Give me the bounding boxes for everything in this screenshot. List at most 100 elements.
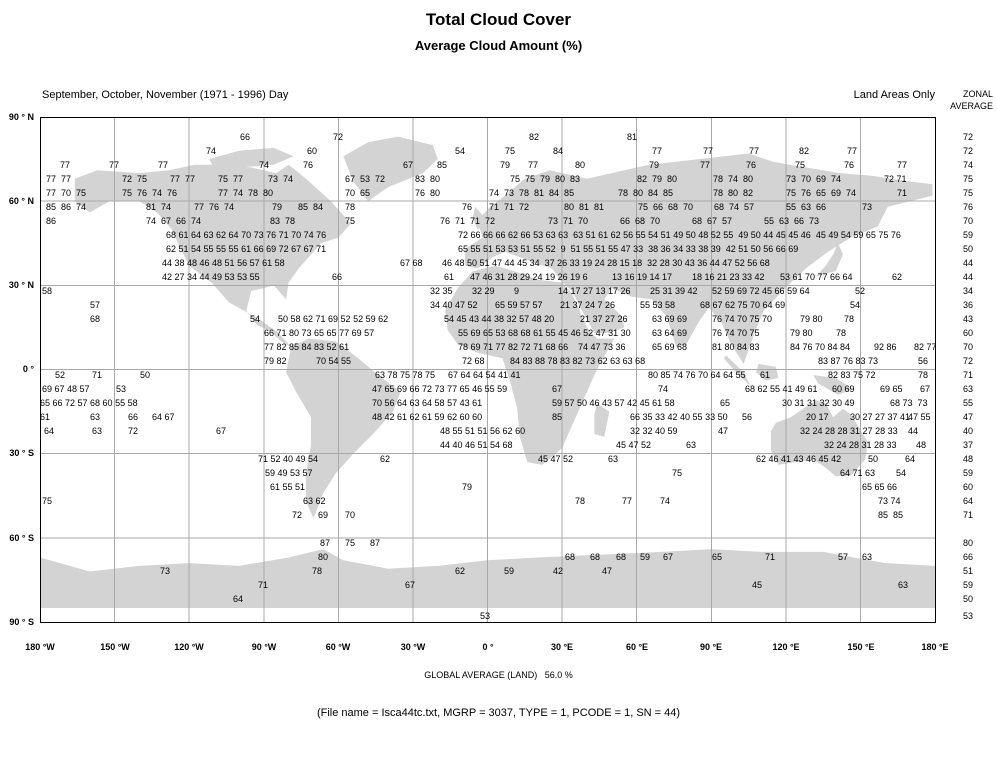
cloud-amount-value-group: 78 74 80 — [713, 174, 754, 184]
cloud-amount-value-group: 59 57 50 46 43 57 42 45 61 58 — [552, 398, 675, 408]
zonal-average-value: 80 — [963, 538, 974, 548]
cloud-amount-value-group: 32 32 40 59 — [630, 426, 678, 436]
cloud-amount-value-group: 76 74 70 75 70 — [712, 314, 773, 324]
cloud-amount-value-group: 65 66 72 57 68 60 55 58 — [40, 398, 138, 408]
cloud-amount-value-group: 14 17 27 13 17 26 — [558, 286, 631, 296]
cloud-amount-value-group: 47 65 69 66 72 73 77 65 46 55 59 — [372, 384, 508, 394]
cloud-amount-value-group: 87 — [320, 538, 331, 548]
cloud-amount-value-group: 47 — [718, 426, 729, 436]
lat-axis-label: 90 ° S — [9, 617, 34, 627]
cloud-amount-value-group: 64 67 — [152, 412, 175, 422]
zonal-average-value: 63 — [963, 384, 974, 394]
cloud-amount-value-group: 63 — [898, 580, 909, 590]
zonal-average-value: 72 — [963, 356, 974, 366]
lat-axis-label: 90 ° N — [8, 112, 34, 122]
cloud-amount-value-group: 70 56 64 63 64 58 57 43 61 — [372, 398, 483, 408]
zonal-average-value: 50 — [963, 244, 974, 254]
cloud-amount-value-group: 50 — [140, 370, 151, 380]
land-areas-only-label: Land Areas Only — [853, 89, 935, 101]
cloud-amount-value-group: 72 71 — [884, 174, 907, 184]
cloud-amount-value-group: 78 69 71 77 82 72 71 68 66 — [458, 342, 569, 352]
zonal-average-value: 51 — [963, 566, 974, 576]
lon-axis-label: 0 ° — [482, 642, 494, 652]
zonal-average-column-header: ZONAL AVERAGE — [900, 88, 993, 112]
cloud-amount-value-group: 61 — [760, 370, 771, 380]
cloud-amount-value-group: 75 — [795, 160, 806, 170]
world-map — [40, 117, 936, 623]
cloud-amount-value-group: 75 — [505, 146, 516, 156]
zonal-average-value: 76 — [963, 202, 974, 212]
zonal-average-value: 43 — [963, 314, 974, 324]
global-average-label: GLOBAL AVERAGE (LAND) 56.0 % — [424, 670, 573, 680]
cloud-amount-value-group: 82 79 80 — [637, 174, 678, 184]
cloud-amount-value-group: 34 40 47 52 — [430, 300, 478, 310]
cloud-amount-value-group: 65 65 66 — [862, 482, 898, 492]
cloud-amount-value-group: 85 85 — [878, 510, 904, 520]
lat-axis-label: 30 ° S — [9, 448, 34, 458]
cloud-amount-value-group: 69 65 — [880, 384, 903, 394]
cloud-amount-value-group: 65 69 68 — [652, 342, 688, 352]
cloud-amount-value-group: 77 — [749, 146, 760, 156]
lon-axis-label: 90 °E — [699, 642, 723, 652]
zonal-average-value: 48 — [963, 454, 974, 464]
lon-axis-label: 120 °W — [174, 642, 204, 652]
cloud-amount-value-group: 77 — [700, 160, 711, 170]
cloud-amount-value-group: 74 — [660, 496, 671, 506]
zonal-average-value: 60 — [963, 328, 974, 338]
cloud-amount-value-group: 68 — [590, 552, 601, 562]
page-subtitle: Average Cloud Amount (%) — [414, 38, 583, 53]
cloud-amount-value-group: 47 55 — [908, 412, 931, 422]
zonal-average-value: 70 — [963, 342, 974, 352]
zonal-average-value: 71 — [963, 370, 974, 380]
continent-shape — [723, 355, 751, 387]
cloud-amount-value-group: 32 24 28 28 31 27 28 33 — [800, 426, 898, 436]
cloud-amount-value-group: 67 — [552, 384, 563, 394]
cloud-amount-value-group: 77 — [109, 160, 120, 170]
cloud-amount-value-group: 65 — [720, 398, 731, 408]
cloud-amount-value-group: 80 — [575, 160, 586, 170]
season-period-label: September, October, November (1971 - 199… — [42, 89, 289, 101]
cloud-amount-value-group: 74 — [658, 384, 669, 394]
cloud-amount-value-group: 80 81 81 — [564, 202, 605, 212]
lon-axis-label: 30 °E — [550, 642, 574, 652]
cloud-amount-value-group: 79 — [272, 202, 283, 212]
cloud-amount-value-group: 68 67 57 — [692, 216, 733, 226]
cloud-amount-value-group: 64 71 63 — [840, 468, 876, 478]
cloud-amount-value-group: 73 74 — [878, 496, 901, 506]
cloud-amount-value-group: 83 87 76 83 73 — [818, 356, 879, 366]
cloud-amount-value-group: 62 — [380, 454, 391, 464]
cloud-amount-value-group: 77 82 85 84 83 52 61 — [264, 342, 350, 352]
cloud-amount-value-group: 78 80 82 — [713, 188, 754, 198]
file-info-label: (File name = Isca44tc.txt, MGRP = 3037, … — [316, 707, 681, 719]
cloud-amount-value-group: 78 — [312, 566, 323, 576]
cloud-amount-value-group: 50 — [868, 454, 879, 464]
lon-axis-label: 120 °E — [772, 642, 800, 652]
zonal-average-value: 55 — [963, 398, 974, 408]
cloud-amount-value-group: 85 84 — [298, 202, 324, 212]
cloud-amount-value-group: 68 67 62 75 70 64 69 — [700, 300, 786, 310]
cloud-amount-value-group: 71 — [258, 580, 269, 590]
cloud-amount-value-group: 92 86 — [874, 342, 897, 352]
cloud-amount-value-group: 30 27 27 37 41 — [850, 412, 911, 422]
cloud-amount-value-group: 55 53 58 — [640, 300, 676, 310]
cloud-amount-value-group: 76 74 70 75 — [712, 328, 760, 338]
zonal-average-value: 75 — [963, 188, 974, 198]
lon-axis-label: 60 °E — [625, 642, 649, 652]
cloud-amount-value-group: 75 76 65 69 74 — [786, 188, 857, 198]
cloud-amount-value-group: 70 — [345, 510, 356, 520]
cloud-amount-value-group: 44 40 46 51 54 68 — [440, 440, 513, 450]
cloud-amount-value-group: 64 — [233, 594, 244, 604]
cloud-amount-value-group: 66 — [332, 272, 343, 282]
cloud-amount-value-group: 53 — [480, 611, 491, 621]
zonal-average-value: 40 — [963, 426, 974, 436]
cloud-amount-value-group: 32 29 — [472, 286, 495, 296]
cloud-amount-value-group: 71 52 40 49 54 — [258, 454, 319, 464]
cloud-amount-value-group: 73 70 69 74 — [786, 174, 842, 184]
cloud-amount-value-group: 85 86 74 — [46, 202, 87, 212]
lat-axis-label: 60 ° S — [9, 533, 34, 543]
cloud-amount-value-group: 67 — [403, 160, 414, 170]
cloud-amount-value-group: 77 77 — [46, 174, 72, 184]
lat-axis-label: 0 ° — [22, 364, 34, 374]
cloud-amount-value-group: 77 70 75 — [46, 188, 87, 198]
cloud-amount-value-group: 60 — [307, 146, 318, 156]
